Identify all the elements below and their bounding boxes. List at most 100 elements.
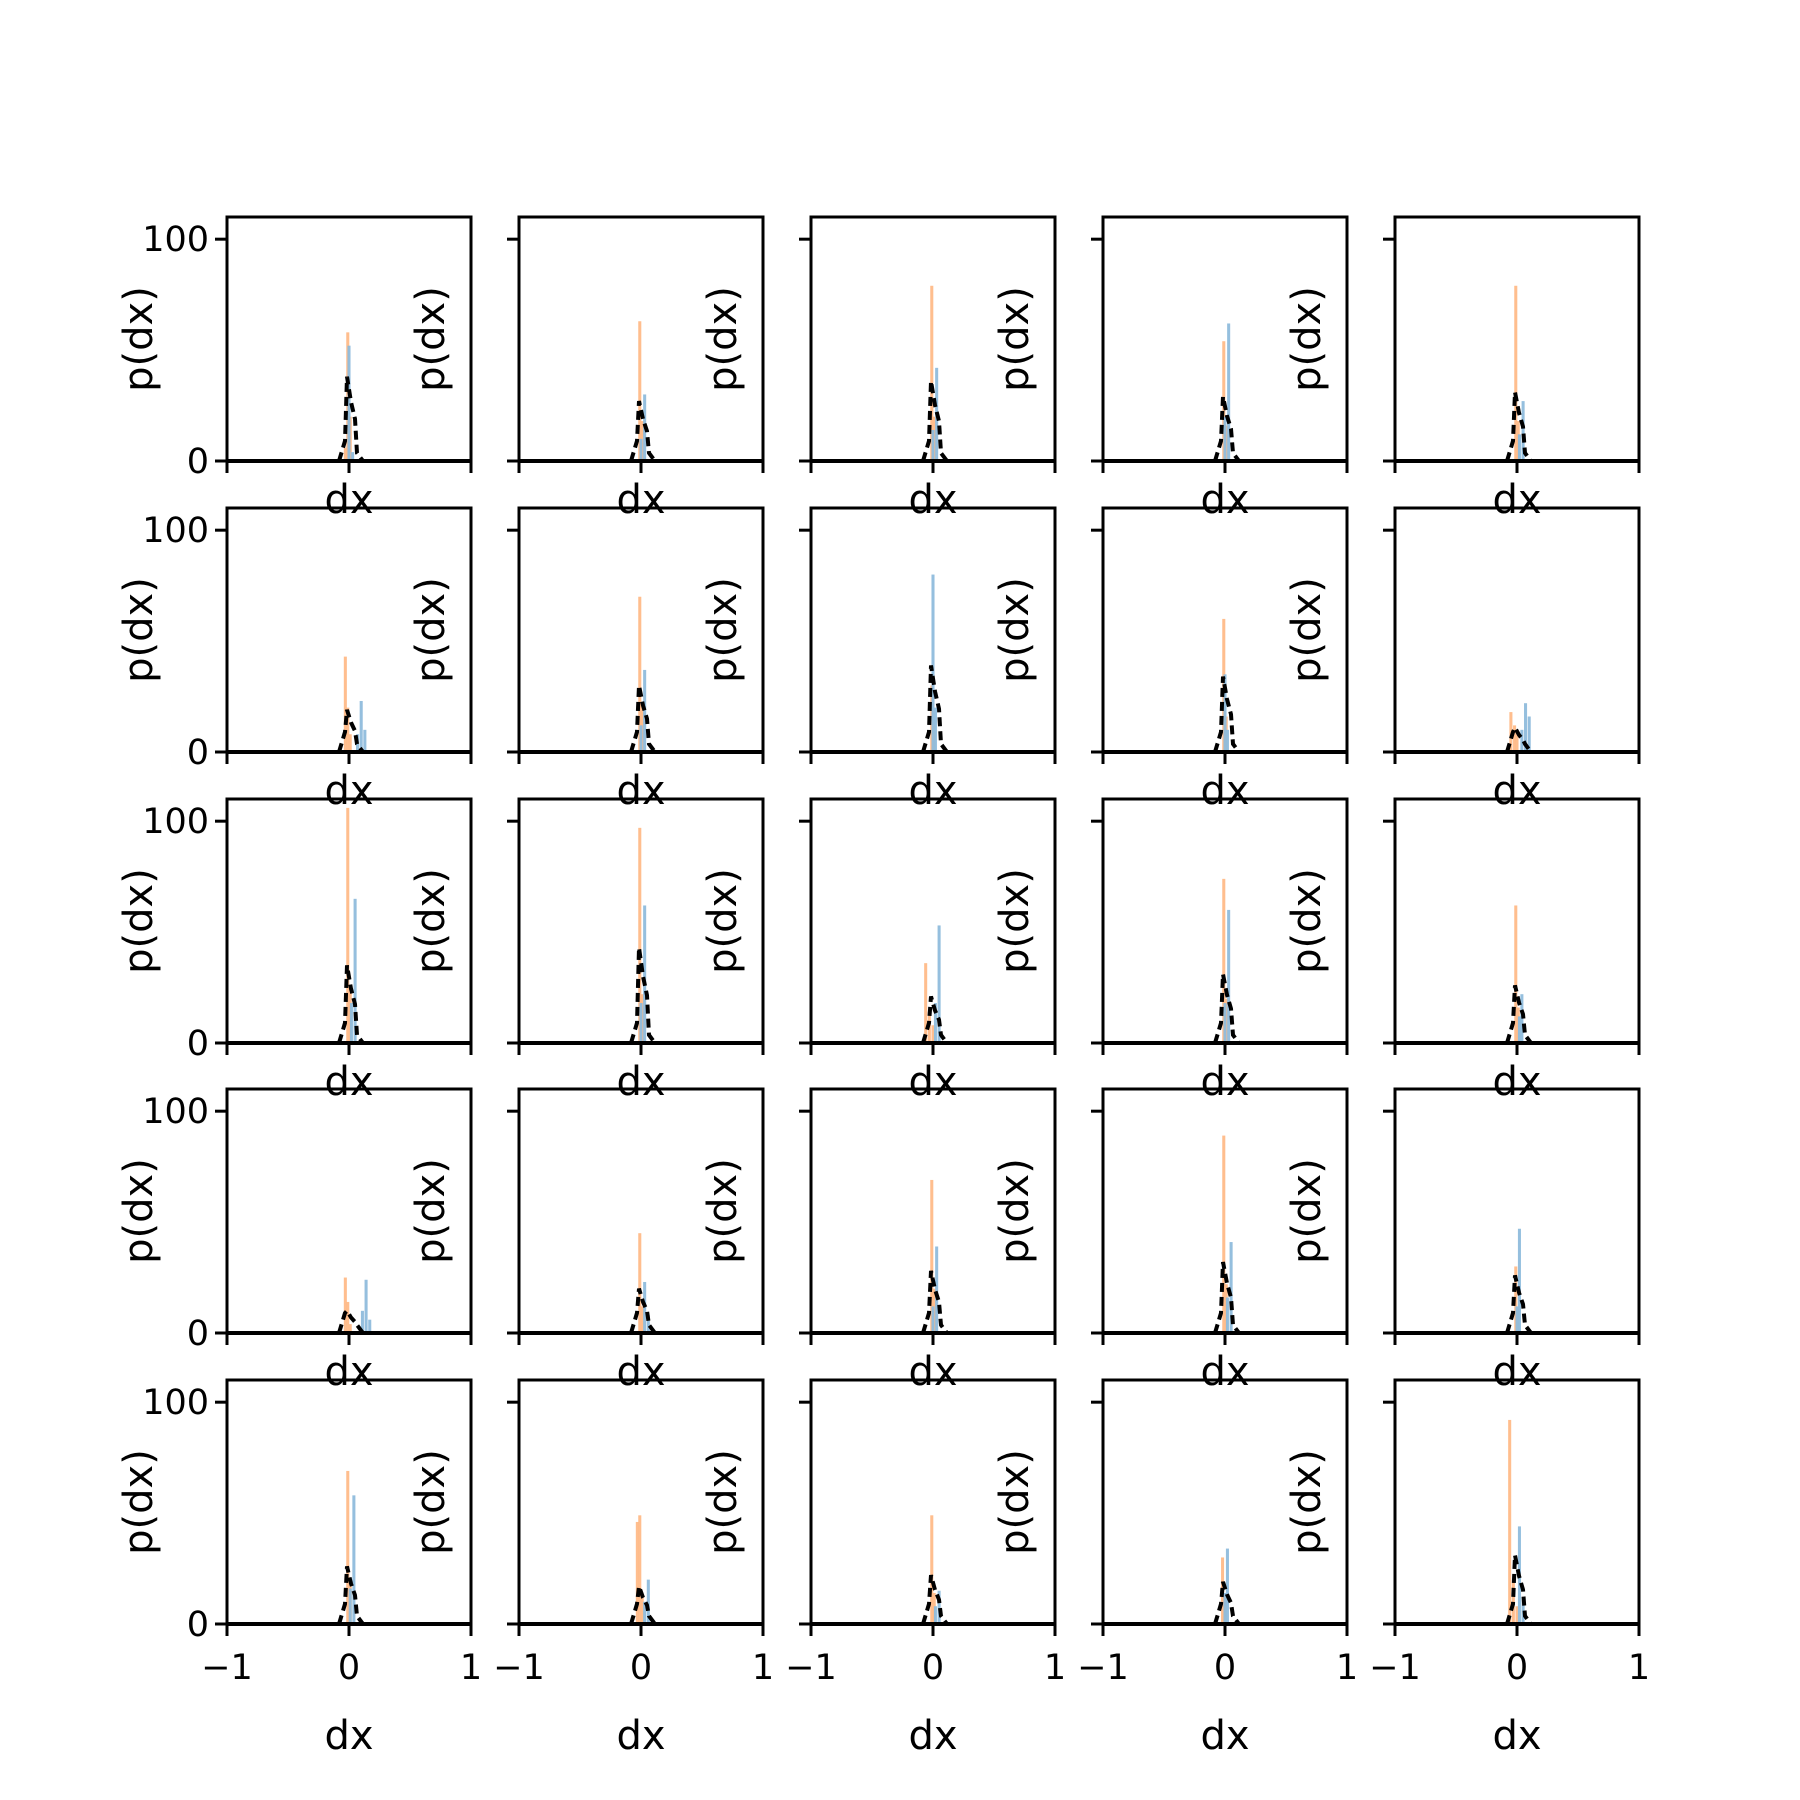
x-axis-label: dx xyxy=(616,477,665,523)
blue-bar xyxy=(1517,434,1521,461)
blue-bar xyxy=(1223,674,1227,752)
density-dashed-line xyxy=(337,709,365,754)
orange-bar xyxy=(1508,1419,1512,1624)
x-tick-label: 0 xyxy=(1214,1648,1236,1688)
blue-bar xyxy=(931,1306,935,1333)
x-axis-label: dx xyxy=(908,1349,957,1395)
y-tick-label: 100 xyxy=(142,802,209,842)
orange-bar xyxy=(1222,1135,1226,1333)
orange-bar xyxy=(1515,1606,1519,1624)
subplot-r4-c4: −1 0 1 p(dx) dx xyxy=(1284,1378,1650,1759)
blue-bar xyxy=(368,1319,372,1333)
subplot-r3-c3: p(dx) dx xyxy=(992,1087,1349,1395)
y-axis-label: p(dx) xyxy=(700,1449,746,1555)
density-dashed-line xyxy=(1213,973,1241,1045)
subplot-r1-c1: p(dx) dx xyxy=(408,506,765,814)
orange-bar xyxy=(343,1277,347,1333)
blue-bar xyxy=(347,345,351,461)
x-tick-label: 1 xyxy=(1336,1648,1358,1688)
subplot-r2-c2: p(dx) dx xyxy=(700,797,1057,1105)
density-dashed-line xyxy=(1505,1554,1533,1626)
blue-bar xyxy=(643,905,647,1043)
blue-bar xyxy=(1227,323,1231,461)
x-tick-label: −1 xyxy=(1077,1648,1129,1688)
y-tick-label: 0 xyxy=(187,1605,209,1645)
y-tick-label: 100 xyxy=(142,1092,209,1132)
orange-bar xyxy=(930,1179,934,1333)
orange-bar xyxy=(635,1521,639,1624)
y-axis-label: p(dx) xyxy=(1284,868,1330,974)
blue-bar xyxy=(1524,703,1528,752)
subplot-r1-c3: p(dx) dx xyxy=(992,506,1349,814)
orange-bar xyxy=(1514,905,1518,1043)
subplot-r3-c2: p(dx) dx xyxy=(700,1087,1057,1395)
x-axis-label: dx xyxy=(908,768,957,814)
orange-bar xyxy=(343,656,347,752)
blue-bar xyxy=(639,1003,643,1043)
density-dashed-line xyxy=(1213,1261,1241,1335)
y-axis-label: p(dx) xyxy=(700,286,746,392)
x-tick-label: 0 xyxy=(1506,1648,1528,1688)
orange-bar xyxy=(343,447,347,461)
x-axis-label: dx xyxy=(616,1713,665,1759)
y-tick-label: 100 xyxy=(142,511,209,551)
x-axis-label: dx xyxy=(1200,1059,1249,1105)
blue-bar xyxy=(351,452,355,461)
density-dashed-line xyxy=(629,685,657,754)
y-axis-label: p(dx) xyxy=(408,286,454,392)
y-tick-label: 0 xyxy=(187,733,209,773)
orange-bar xyxy=(346,707,350,752)
x-tick-label: −1 xyxy=(1369,1648,1421,1688)
y-axis-label: p(dx) xyxy=(408,577,454,683)
density-dashed-line xyxy=(1213,1581,1241,1626)
x-axis-label: dx xyxy=(324,1349,373,1395)
orange-bar xyxy=(638,321,642,461)
subplot-r4-c1: −1 0 1 p(dx) dx xyxy=(408,1378,774,1759)
blue-bar xyxy=(1225,1548,1229,1624)
density-dashed-line xyxy=(337,1565,365,1626)
blue-bar xyxy=(360,1310,364,1333)
subplot-r2-c0: 0 100 p(dx) dx xyxy=(116,797,473,1105)
y-tick-label: 100 xyxy=(142,220,209,260)
orange-bar xyxy=(640,1597,644,1624)
orange-bar xyxy=(930,285,934,461)
y-tick-label: 0 xyxy=(187,442,209,482)
orange-bar xyxy=(1513,725,1517,752)
density-dashed-line xyxy=(337,376,365,463)
y-tick-label: 100 xyxy=(142,1383,209,1423)
subplot-r1-c2: p(dx) dx xyxy=(700,506,1057,814)
blue-bar xyxy=(931,574,935,752)
orange-bar xyxy=(640,1306,644,1333)
subplot-r3-c0: 0 100 p(dx) dx xyxy=(116,1087,473,1395)
density-dashed-line xyxy=(921,995,949,1045)
x-axis-label: dx xyxy=(324,768,373,814)
blue-bar xyxy=(1225,729,1229,752)
blue-bar xyxy=(1515,1306,1519,1333)
y-axis-label: p(dx) xyxy=(700,1158,746,1264)
subplot-r2-c4: p(dx) dx xyxy=(1284,797,1641,1105)
orange-bar xyxy=(348,1324,352,1333)
orange-bar xyxy=(638,596,642,752)
x-axis-label: dx xyxy=(1492,1059,1541,1105)
x-tick-label: 1 xyxy=(752,1648,774,1688)
x-axis-label: dx xyxy=(908,1059,957,1105)
blue-bar xyxy=(931,429,935,461)
subplot-r2-c1: p(dx) dx xyxy=(408,797,765,1105)
y-axis-label: p(dx) xyxy=(116,868,162,974)
y-axis-label: p(dx) xyxy=(116,577,162,683)
y-axis-label: p(dx) xyxy=(408,1449,454,1555)
y-axis-label: p(dx) xyxy=(992,286,1038,392)
orange-bar xyxy=(1514,285,1518,461)
x-axis-label: dx xyxy=(908,477,957,523)
blue-bar xyxy=(937,925,941,1043)
subplot-r1-c4: p(dx) dx xyxy=(1284,506,1641,814)
x-tick-label: −1 xyxy=(785,1648,837,1688)
y-axis-label: p(dx) xyxy=(992,868,1038,974)
blue-bar xyxy=(1527,716,1531,752)
y-axis-label: p(dx) xyxy=(408,868,454,974)
orange-bar xyxy=(346,1470,350,1624)
orange-bar xyxy=(930,1515,934,1624)
y-axis-label: p(dx) xyxy=(116,1449,162,1555)
blue-bar xyxy=(1520,729,1524,752)
